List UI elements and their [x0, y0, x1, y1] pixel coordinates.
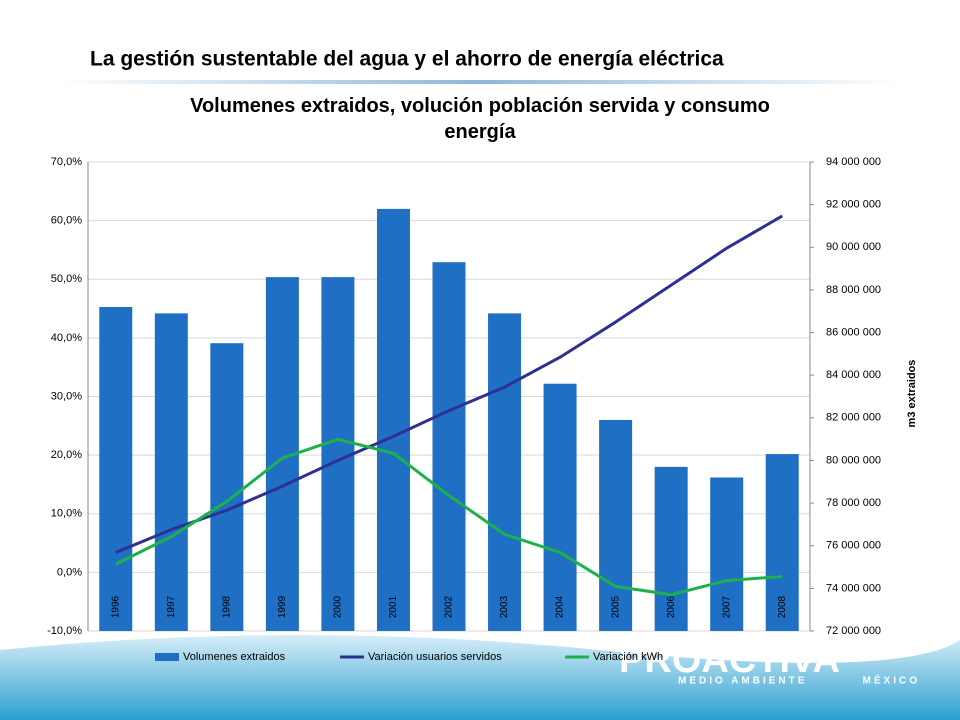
bar: [599, 419, 633, 631]
y2-tick-label: 76 000 000: [826, 540, 881, 552]
x-tick-label: 2002: [444, 595, 455, 618]
x-tick-label: 2007: [721, 595, 732, 618]
bar: [432, 262, 466, 631]
legend-label: Volumenes extraidos: [183, 651, 286, 663]
line: [115, 437, 783, 597]
x-tick-label: 1998: [221, 595, 232, 618]
legend-swatch: [155, 653, 179, 661]
bar: [765, 454, 799, 631]
bar: [376, 208, 410, 631]
y2-tick-label: 88 000 000: [826, 284, 881, 296]
y-tick-label: 0,0%: [57, 566, 82, 578]
background-wave: [0, 635, 960, 720]
bar: [210, 343, 244, 631]
y-tick-label: 50,0%: [51, 273, 82, 285]
y2-tick-label: 94 000 000: [826, 156, 881, 168]
header-rule: [60, 80, 900, 84]
y2-tick-label: 74 000 000: [826, 582, 881, 594]
bar: [543, 383, 577, 631]
legend-label: Variación kWh: [593, 651, 663, 663]
bar: [710, 477, 744, 631]
x-tick-label: 2005: [610, 595, 621, 618]
brand-name: PROACTIVA: [619, 639, 840, 681]
y2-tick-label: 78 000 000: [826, 497, 881, 509]
brand-country: MÉXICO: [863, 674, 920, 687]
bar: [488, 313, 522, 631]
y-tick-label: 60,0%: [51, 215, 82, 227]
bar: [99, 306, 133, 631]
y-tick-label: 10,0%: [51, 508, 82, 520]
x-tick-label: 2004: [555, 595, 566, 618]
line: [115, 214, 783, 554]
y2-tick-label: 82 000 000: [826, 412, 881, 424]
x-tick-label: 2001: [388, 595, 399, 618]
chart-title: Volumenes extraidos, volución población …: [190, 95, 770, 143]
x-tick-label: 1999: [277, 595, 288, 618]
bar: [154, 313, 188, 631]
slide-title: La gestión sustentable del agua y el aho…: [90, 48, 724, 71]
y-tick-label: -10,0%: [47, 625, 82, 637]
y2-tick-label: 72 000 000: [826, 625, 881, 637]
x-tick-label: 1996: [110, 595, 121, 618]
y-tick-label: 30,0%: [51, 390, 82, 402]
x-tick-label: 1997: [166, 595, 177, 618]
x-tick-label: 2003: [499, 595, 510, 618]
x-tick-label: 2008: [777, 595, 788, 618]
bar: [654, 466, 688, 631]
y-tick-label: 40,0%: [51, 332, 82, 344]
y2-tick-label: 92 000 000: [826, 199, 881, 211]
legend-label: Variación usuarios servidos: [368, 651, 502, 663]
x-tick-label: 2000: [333, 595, 344, 618]
y2-tick-label: 90 000 000: [826, 241, 881, 253]
y-tick-label: 70,0%: [51, 156, 82, 168]
y2-tick-label: 80 000 000: [826, 454, 881, 466]
y2-tick-label: 86 000 000: [826, 326, 881, 338]
y2-tick-label: 84 000 000: [826, 369, 881, 381]
chart: Volumenes extraidos, volución población …: [47, 95, 918, 663]
y2-axis-label: m3 extraidos: [906, 360, 918, 428]
x-tick-label: 2006: [666, 595, 677, 618]
y-tick-label: 20,0%: [51, 449, 82, 461]
brand-tagline: MEDIO AMBIENTE: [678, 676, 807, 687]
